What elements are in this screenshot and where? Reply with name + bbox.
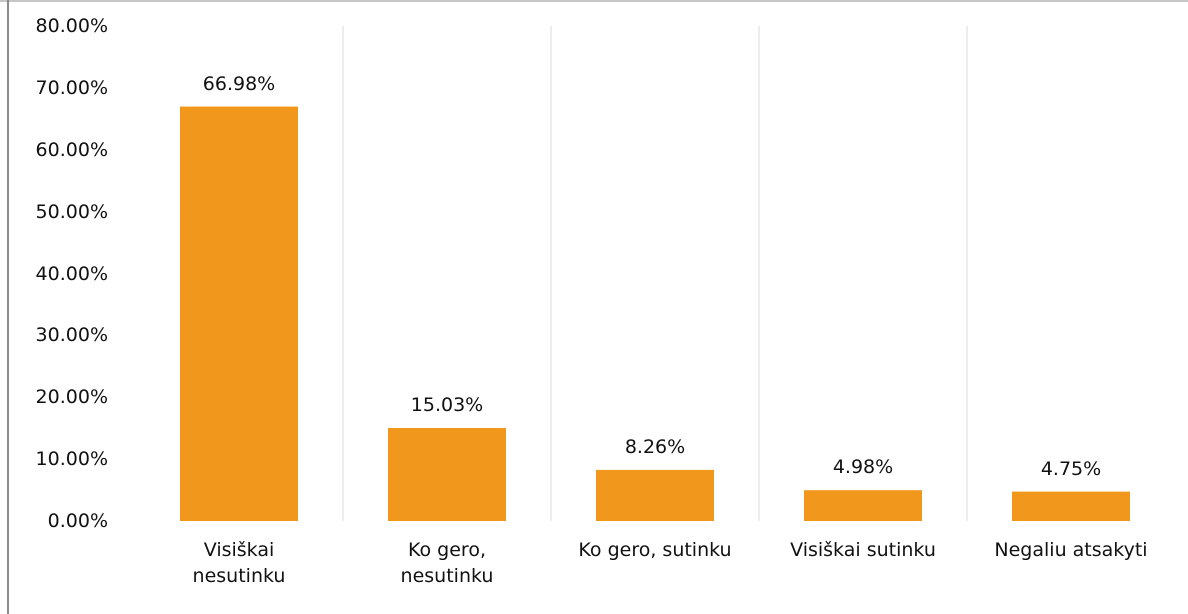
y-tick-label: 70.00% <box>35 76 108 99</box>
x-tick-label: Ko gero, sutinku <box>578 539 732 561</box>
bar <box>1012 491 1130 521</box>
y-tick-label: 30.00% <box>35 324 108 347</box>
x-tick-label: Negaliu atsakyti <box>994 539 1148 561</box>
x-tick-label: Ko gero, nesutinku <box>400 539 494 587</box>
data-label: 8.26% <box>624 435 686 458</box>
y-tick-label: 10.00% <box>35 448 108 471</box>
data-label: 66.98% <box>202 72 276 95</box>
y-tick-label: 50.00% <box>35 200 108 223</box>
y-tick-label: 80.00% <box>35 15 108 37</box>
bar <box>180 106 298 521</box>
data-label: 15.03% <box>410 394 484 416</box>
y-tick-label: 40.00% <box>35 262 108 285</box>
y-tick-label: 0.00% <box>47 510 108 532</box>
data-label: 4.98% <box>832 456 894 479</box>
x-tick-label: Visiškai nesutinku <box>192 539 286 587</box>
bar <box>596 469 714 521</box>
bar <box>388 428 506 521</box>
x-tick-label: Visiškai sutinku <box>790 539 936 561</box>
y-tick-label: 60.00% <box>35 138 108 161</box>
y-tick-label: 20.00% <box>35 386 108 409</box>
bar <box>804 490 922 521</box>
data-label: 4.75% <box>1040 457 1102 480</box>
